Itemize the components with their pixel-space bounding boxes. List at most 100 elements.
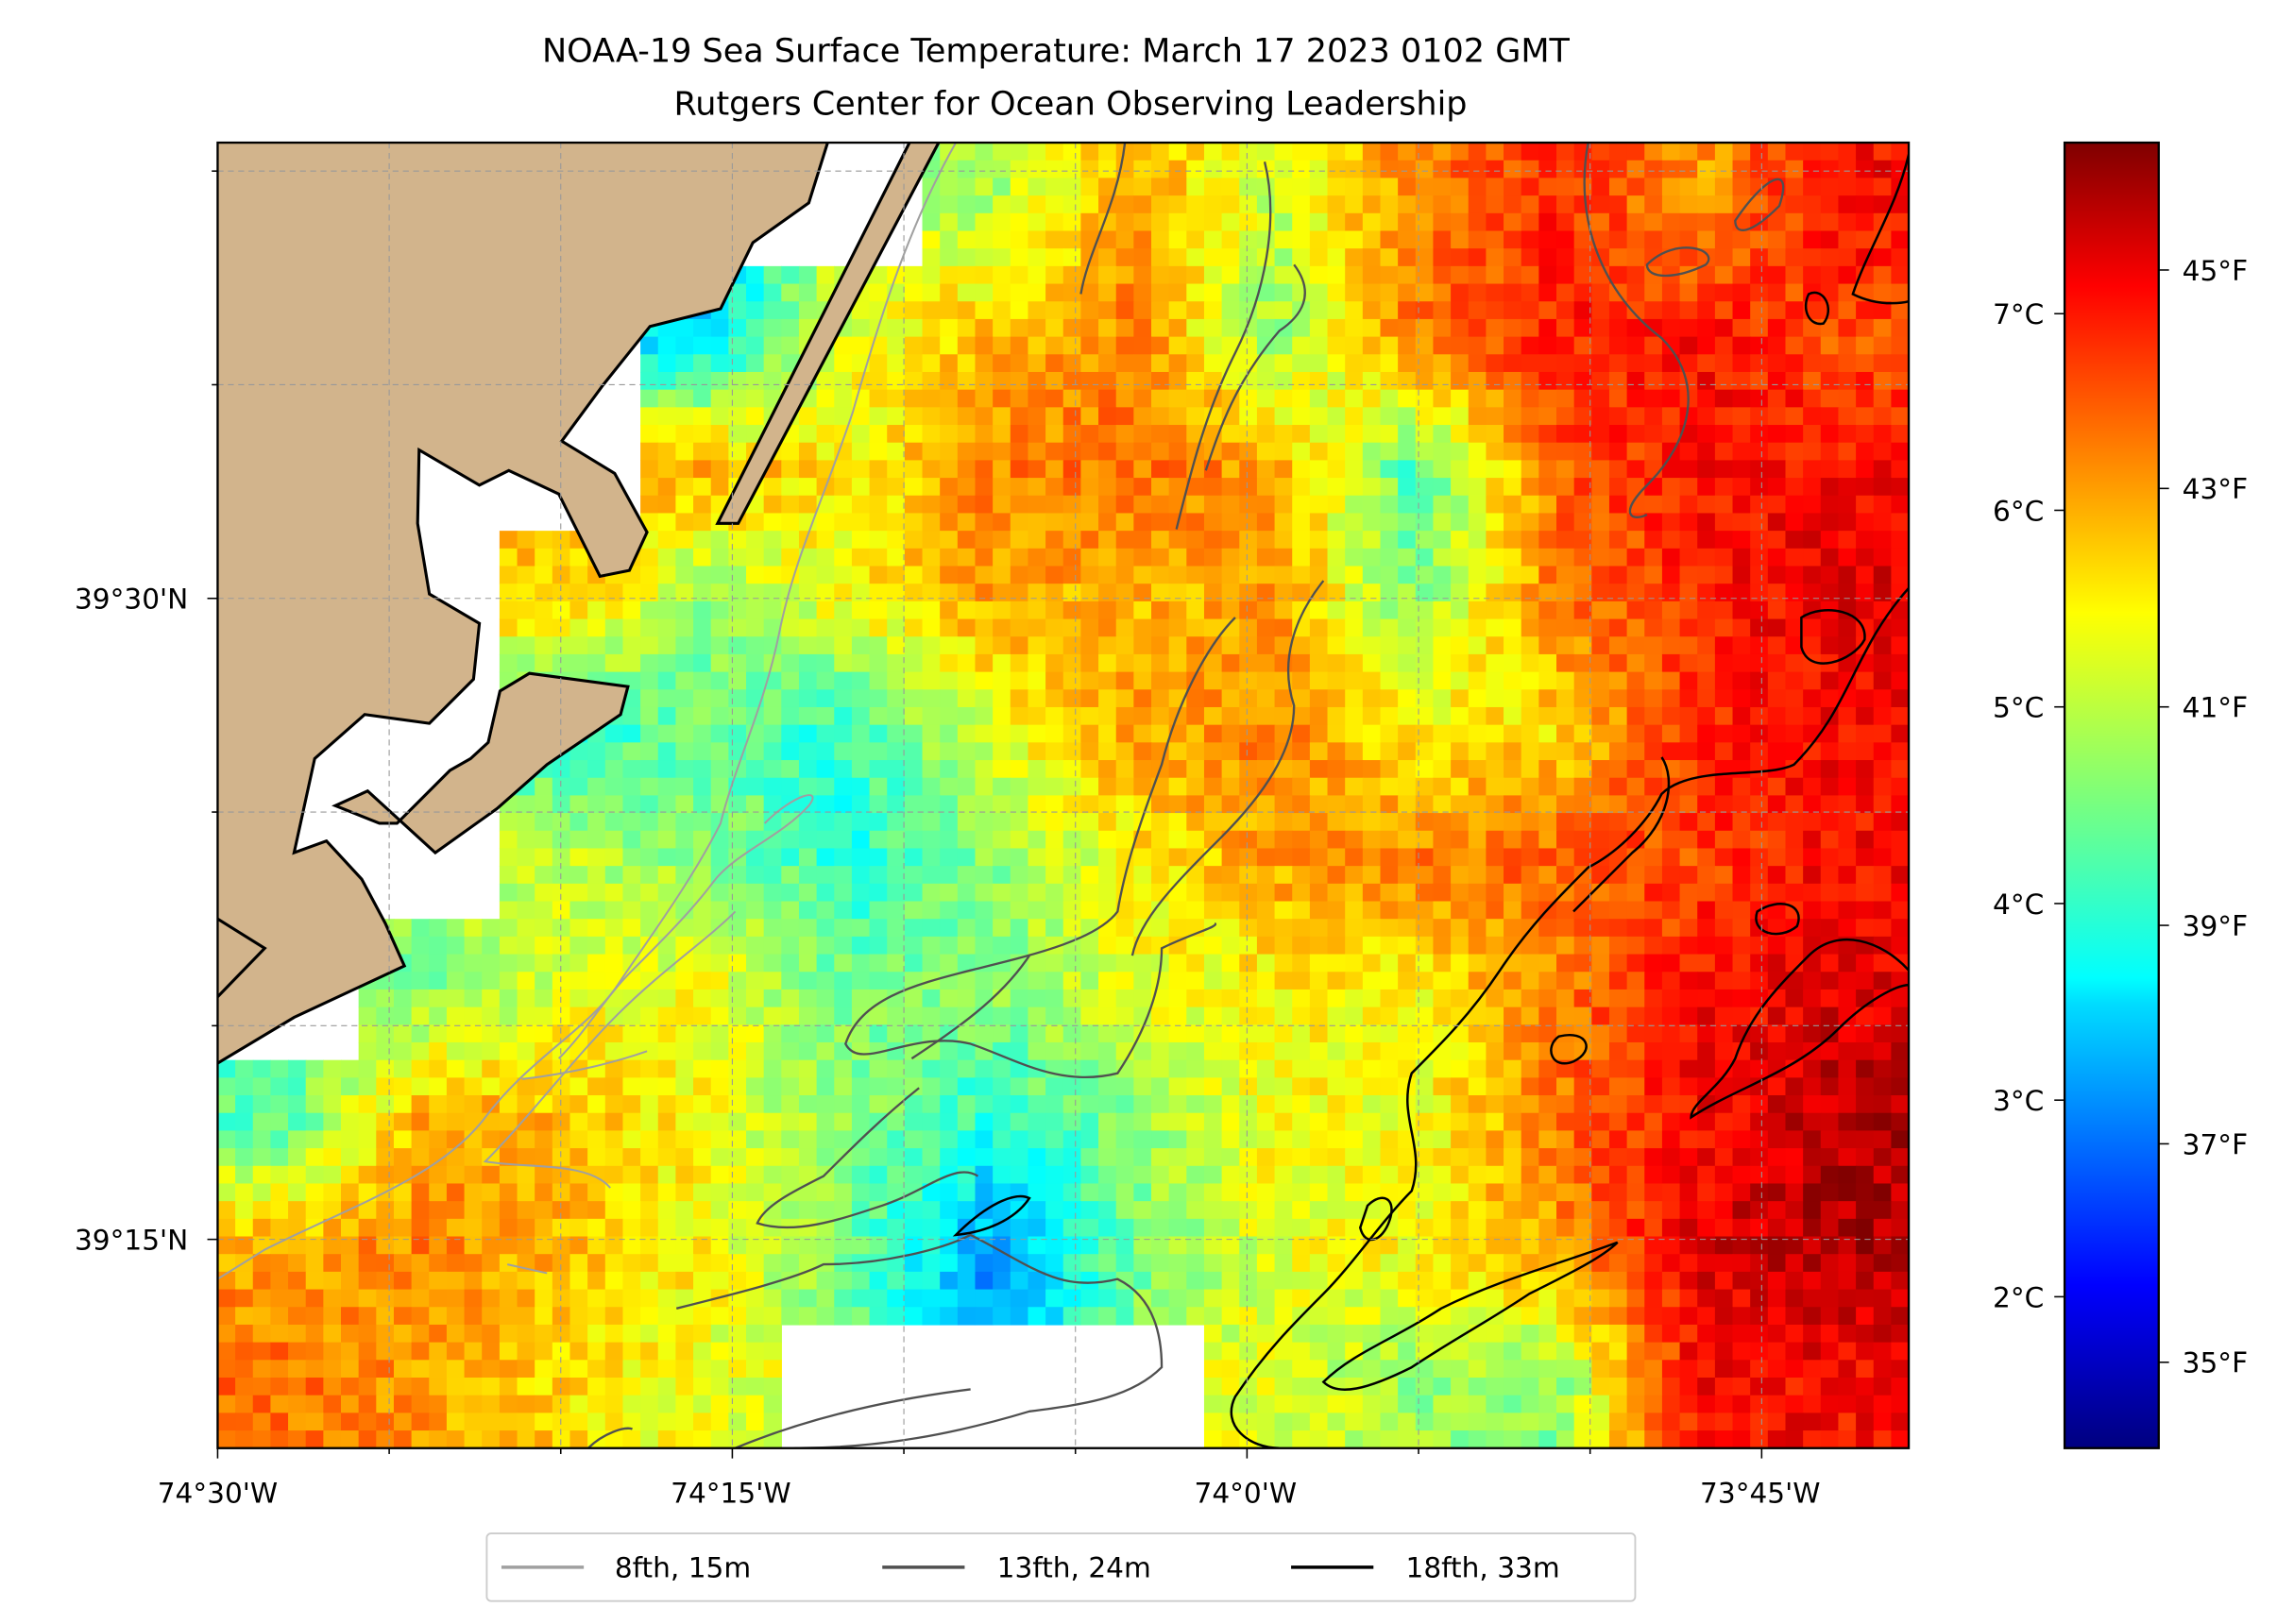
- sst-cell: [1679, 1201, 1698, 1220]
- sst-cell: [710, 724, 729, 743]
- sst-cell: [1080, 813, 1099, 832]
- sst-cell: [1062, 1077, 1082, 1096]
- sst-cell: [1644, 989, 1663, 1008]
- sst-cell: [816, 901, 835, 920]
- sst-cell: [993, 1059, 1011, 1078]
- sst-cell: [1573, 460, 1592, 479]
- sst-cell: [763, 1148, 782, 1167]
- sst-cell: [1626, 1183, 1645, 1202]
- sst-cell: [341, 1183, 360, 1202]
- sst-cell: [1591, 178, 1610, 196]
- sst-cell: [1168, 566, 1187, 584]
- sst-cell: [1239, 972, 1258, 990]
- sst-cell: [622, 1007, 641, 1025]
- sst-cell: [1256, 830, 1276, 850]
- sst-cell: [429, 1183, 448, 1202]
- sst-cell: [1626, 1218, 1645, 1238]
- sst-cell: [1345, 1024, 1364, 1043]
- sst-cell: [569, 919, 588, 938]
- sst-cell: [1591, 601, 1610, 620]
- sst-cell: [1486, 160, 1504, 179]
- sst-cell: [763, 283, 782, 302]
- sst-cell: [1221, 265, 1240, 285]
- sst-cell: [1010, 1236, 1029, 1255]
- sst-cell: [957, 566, 977, 584]
- sst-cell: [1203, 531, 1223, 550]
- sst-cell: [1398, 848, 1417, 867]
- sst-cell: [499, 1041, 518, 1061]
- sst-cell: [1239, 265, 1258, 285]
- sst-cell: [1221, 1201, 1240, 1220]
- sst-cell: [552, 566, 571, 584]
- sst-cell: [1080, 1007, 1099, 1025]
- sst-cell: [657, 371, 677, 391]
- sst-cell: [1062, 178, 1082, 196]
- sst-cell: [1398, 566, 1417, 584]
- sst-cell: [1151, 936, 1170, 956]
- sst-cell: [904, 301, 924, 320]
- sst-cell: [1203, 495, 1223, 515]
- sst-cell: [1608, 195, 1628, 214]
- sst-cell: [1556, 919, 1575, 938]
- sst-cell: [1345, 618, 1364, 637]
- sst-cell: [1415, 442, 1435, 462]
- sst-cell: [1714, 919, 1734, 938]
- sst-cell: [1556, 1059, 1575, 1078]
- sst-cell: [1661, 283, 1681, 302]
- sst-cell: [1168, 901, 1187, 920]
- sst-cell: [1661, 371, 1681, 391]
- sst-cell: [1080, 1201, 1099, 1220]
- sst-cell: [746, 265, 765, 285]
- sst-cell: [763, 1059, 782, 1078]
- sst-cell: [1045, 566, 1064, 584]
- sst-cell: [798, 636, 818, 655]
- sst-cell: [1028, 689, 1046, 708]
- sst-cell: [464, 1041, 483, 1061]
- sst-cell: [1274, 989, 1293, 1008]
- sst-cell: [1873, 1024, 1893, 1043]
- sst-cell: [587, 1077, 606, 1096]
- sst-cell: [1133, 777, 1152, 797]
- sst-cell: [1433, 760, 1452, 779]
- sst-cell: [834, 531, 853, 550]
- sst-cell: [1380, 478, 1399, 497]
- sst-cell: [1486, 478, 1504, 497]
- sst-cell: [535, 548, 553, 567]
- sst-cell: [1415, 248, 1435, 267]
- sst-cell: [1398, 830, 1417, 850]
- sst-cell: [1292, 1024, 1311, 1043]
- sst-cell: [1591, 954, 1610, 973]
- sst-cell: [975, 178, 994, 196]
- sst-cell: [1045, 178, 1064, 196]
- sst-cell: [1468, 195, 1487, 214]
- sst-cell: [517, 1095, 535, 1114]
- sst-cell: [781, 442, 800, 462]
- sst-cell: [1714, 1183, 1734, 1202]
- sst-cell: [1644, 777, 1663, 797]
- sst-cell: [1644, 1218, 1663, 1238]
- sst-cell: [1292, 425, 1311, 444]
- sst-cell: [1362, 566, 1382, 584]
- sst-cell: [1750, 760, 1769, 779]
- sst-cell: [904, 425, 924, 444]
- sst-cell: [1062, 318, 1082, 338]
- sst-cell: [1309, 724, 1329, 743]
- sst-cell: [1644, 1183, 1663, 1202]
- sst-cell: [499, 1183, 518, 1202]
- sst-cell: [217, 1236, 236, 1255]
- sst-cell: [887, 301, 906, 320]
- sst-cell: [1504, 531, 1522, 550]
- sst-cell: [1591, 777, 1610, 797]
- sst-cell: [904, 760, 924, 779]
- sst-cell: [1697, 160, 1716, 179]
- sst-cell: [499, 1218, 518, 1238]
- sst-cell: [1080, 866, 1099, 885]
- sst-cell: [1714, 724, 1734, 743]
- sst-cell: [1626, 742, 1645, 761]
- sst-cell: [798, 1218, 818, 1238]
- sst-cell: [904, 813, 924, 832]
- sst-cell: [587, 1095, 606, 1114]
- sst-cell: [1820, 442, 1840, 462]
- sst-cell: [851, 1236, 871, 1255]
- sst-cell: [604, 848, 624, 867]
